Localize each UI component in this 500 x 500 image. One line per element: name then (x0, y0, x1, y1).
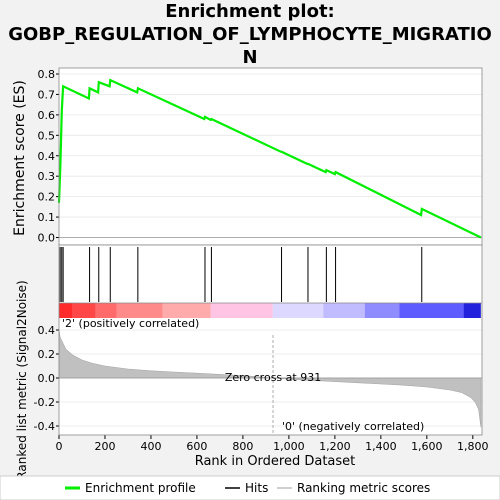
es-profile-line (57, 78, 482, 239)
positive-correlation-label: '2' (positively correlated) (62, 317, 199, 330)
x-tick-label: 1,600 (411, 440, 443, 453)
color-bar-segment (272, 303, 324, 318)
legend-box (0, 475, 500, 500)
metric-y-tick-label: 0.2 (38, 348, 56, 361)
title-line-1: Enrichment plot: (165, 1, 335, 22)
x-tick-label: 1,400 (365, 440, 397, 453)
es-y-tick-label: 0.2 (38, 191, 56, 204)
x-tick-label: 600 (186, 440, 207, 453)
x-tick-label: 400 (140, 440, 161, 453)
hits-group (59, 247, 423, 302)
x-tick-label: 800 (232, 440, 253, 453)
metric-y-tick-label: -0.4 (34, 420, 55, 433)
legend-metric-label: Ranking metric scores (297, 481, 430, 495)
metric-y-tick-label: 0.4 (38, 324, 56, 337)
title-line-3: N (242, 47, 258, 68)
color-bar-segment (59, 303, 73, 318)
es-gridlines (59, 73, 482, 238)
color-bar-segment (463, 303, 481, 318)
rank-color-bar (59, 303, 481, 318)
color-bar-segment (399, 303, 464, 318)
color-bar-segment (323, 303, 365, 318)
x-tick-label: 200 (94, 440, 115, 453)
color-bar-segment (95, 303, 117, 318)
x-tick-label: 0 (56, 440, 63, 453)
title-line-2: GOBP_REGULATION_OF_LYMPHOCYTE_MIGRATIO (8, 24, 492, 45)
metric-y-tick-label: -0.2 (34, 396, 55, 409)
es-y-tick-label: 0.6 (38, 109, 56, 122)
es-y-tick-label: 0.7 (38, 88, 56, 101)
x-tick-label: 1,200 (319, 440, 351, 453)
color-bar-segment (72, 303, 96, 318)
es-y-tick-label: 0.0 (38, 232, 56, 245)
color-bar-segment (210, 303, 273, 318)
hits-panel (59, 245, 482, 303)
x-tick-label: 1,800 (457, 440, 489, 453)
es-y-tick-label: 0.4 (38, 150, 56, 163)
metric-y-axis-label: Ranked list metric (Signal2Noise) (15, 280, 29, 479)
chart-title: Enrichment plot: GOBP_REGULATION_OF_LYMP… (0, 0, 500, 69)
es-y-tick-label: 0.1 (38, 211, 56, 224)
lower-panel-border (58, 244, 483, 436)
legend-hits-label: Hits (245, 481, 268, 495)
es-curve-group (57, 78, 482, 239)
color-bar-segment (364, 303, 400, 318)
es-y-tick-label: 0.3 (38, 170, 56, 183)
zero-cross-label: Zero cross at 931 (225, 371, 321, 384)
metric-y-axis-ticks: -0.4 -0.2 0.0 0.2 0.4 (34, 324, 59, 433)
legend-profile-label: Enrichment profile (85, 481, 196, 495)
x-axis-label: Rank in Ordered Dataset (195, 454, 356, 469)
color-bar-segment (162, 303, 211, 318)
es-y-axis-label: Enrichment score (ES) (12, 80, 28, 236)
es-y-tick-label: 0.5 (38, 129, 56, 142)
es-y-tick-label: 0.8 (38, 68, 56, 81)
color-bar-segment (116, 303, 163, 318)
metric-y-tick-label: 0.0 (38, 372, 56, 385)
es-panel (59, 68, 482, 245)
negative-correlation-label: '0' (negatively correlated) (282, 420, 424, 433)
x-tick-label: 1,000 (273, 440, 305, 453)
x-axis-ticks: 0 200 400 600 800 1,000 1,200 1,400 1,600 1,800 (56, 435, 489, 453)
es-y-axis-ticks: 0.0 0.1 0.2 0.3 0.4 0.5 0.6 0.7 0.8 (38, 68, 59, 245)
